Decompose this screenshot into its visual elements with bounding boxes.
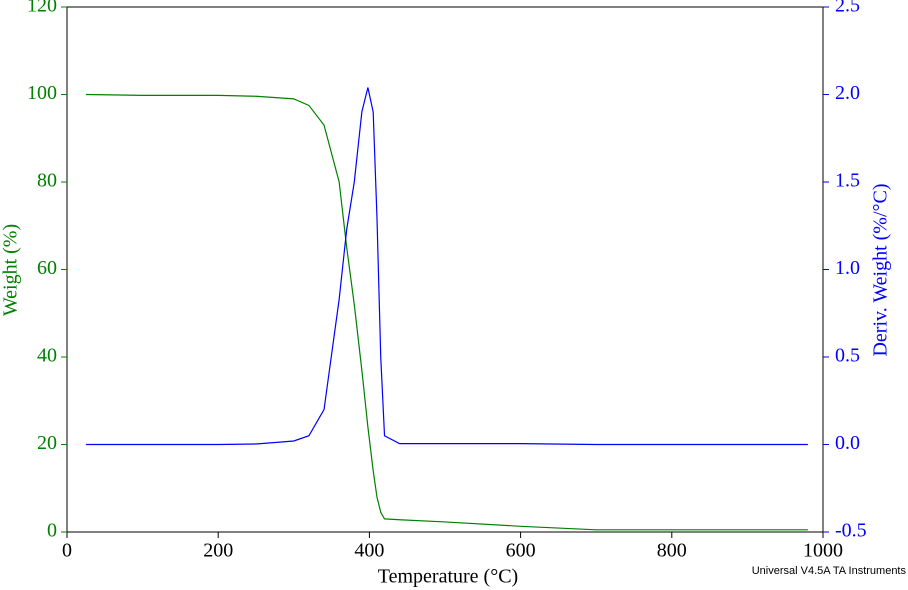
y-tick-label: 60 xyxy=(37,257,57,279)
x-axis-label: Temperature (°C) xyxy=(378,566,518,588)
y-tick-label: 120 xyxy=(27,0,57,17)
footer: Universal V4.5A TA Instruments xyxy=(752,565,907,577)
y2-tick-label: 0.5 xyxy=(835,345,860,367)
y2-tick-label: -0.5 xyxy=(835,520,867,542)
y-axis-label: Weight (%) xyxy=(0,224,22,316)
y-tick-label: 100 xyxy=(27,82,57,104)
y-tick-label: 20 xyxy=(37,432,57,454)
y2-tick-label: 1.5 xyxy=(835,170,860,192)
y-tick-label: 80 xyxy=(37,170,57,192)
x-tick-label: 0 xyxy=(62,540,72,562)
y-tick-label: 0 xyxy=(47,520,57,542)
x-tick-label: 1000 xyxy=(803,540,843,562)
x-tick-label: 400 xyxy=(354,540,384,562)
x-tick-label: 600 xyxy=(506,540,536,562)
y2-axis-label: Deriv. Weight (%/°C) xyxy=(870,183,892,356)
y-tick-label: 40 xyxy=(37,345,57,367)
y2-tick-label: 1.0 xyxy=(835,257,860,279)
x-tick-label: 800 xyxy=(657,540,687,562)
x-tick-label: 200 xyxy=(203,540,233,562)
y2-tick-label: 0.0 xyxy=(835,432,860,454)
series-line xyxy=(85,93,808,531)
plot-frame xyxy=(66,6,824,533)
series-line xyxy=(85,87,808,446)
y2-tick-label: 2.0 xyxy=(835,82,860,104)
y2-tick-label: 2.5 xyxy=(835,0,860,17)
